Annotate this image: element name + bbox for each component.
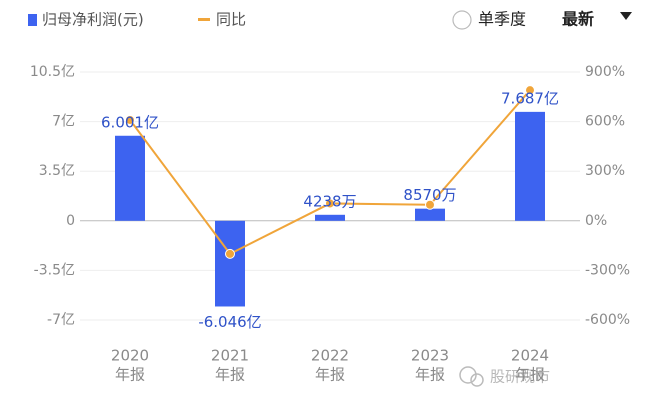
legend-label: 同比 [216, 11, 246, 29]
y-tick-label: -3.5亿 [34, 262, 75, 278]
line-point [225, 248, 235, 259]
y2-tick-label: 600% [585, 114, 625, 130]
watermark-icon [459, 366, 477, 384]
bar [215, 220, 245, 307]
watermark-icon [470, 373, 484, 387]
line-point [425, 199, 435, 210]
x-tick-label: 年报 [215, 366, 245, 384]
single-quarter-toggle[interactable]: 单季度 [452, 10, 526, 30]
line-point [125, 114, 135, 125]
legend-swatch-bar [28, 14, 37, 26]
legend-swatch-line [198, 18, 210, 21]
data-label: 8570万 [403, 186, 456, 204]
watermark: 股研观市 [459, 366, 550, 387]
watermark-text: 股研观市 [490, 368, 550, 386]
x-tick-label: 2023 [411, 347, 449, 365]
y2-tick-label: 0% [585, 213, 607, 229]
y2-tick-label: 900% [585, 64, 625, 80]
toggle-label[interactable]: 单季度 [478, 10, 526, 29]
bar [515, 111, 545, 221]
line [129, 89, 531, 256]
y-tick-label: 7亿 [52, 114, 75, 130]
y-tick-label: 10.5亿 [30, 64, 75, 80]
y2-tick-label: 300% [585, 163, 625, 179]
period-dropdown[interactable]: 最新 [562, 10, 632, 29]
y-tick-label: 3.5亿 [39, 163, 75, 179]
bar [115, 135, 145, 221]
data-label: 4238万 [303, 192, 356, 210]
radio[interactable] [452, 10, 472, 30]
bar [315, 214, 345, 221]
x-tick-label: 年报 [115, 366, 145, 384]
x-tick-label: 2024 [511, 347, 549, 365]
legend-label: 归母净利润(元) [42, 11, 144, 29]
x-tick-label: 2022 [311, 347, 349, 365]
y2-tick-label: -600% [585, 312, 630, 328]
data-label: 7.687亿 [501, 89, 559, 107]
line-point [325, 198, 335, 209]
plot [80, 71, 580, 321]
y-tick-label: 0 [66, 213, 75, 229]
dropdown-arrow[interactable] [620, 12, 632, 20]
data-label: 6.001亿 [101, 113, 159, 131]
x-tick-label: 2020 [111, 347, 149, 365]
x-tick-label: 年报 [315, 366, 345, 384]
bar [415, 208, 445, 221]
y-tick-label: -7亿 [47, 312, 75, 328]
y2-tick-label: -300% [585, 262, 630, 278]
dropdown-label[interactable]: 最新 [562, 10, 594, 29]
x-tick-label: 年报 [415, 366, 445, 384]
x-tick-label: 年报 [515, 366, 545, 384]
x-tick-label: 2021 [211, 347, 249, 365]
data-label: -6.046亿 [198, 313, 261, 331]
line-point [525, 85, 535, 96]
